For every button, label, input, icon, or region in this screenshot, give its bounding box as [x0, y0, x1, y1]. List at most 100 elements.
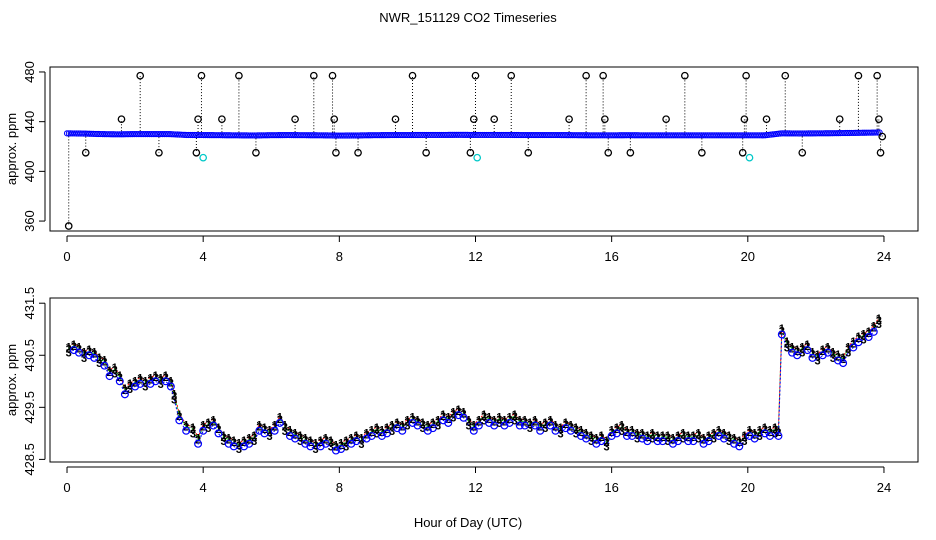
- series-1-marker: 1: [644, 430, 650, 442]
- series-1-marker: 1: [158, 373, 164, 385]
- series-1-marker: 1: [461, 406, 467, 418]
- series-1-marker: 1: [241, 435, 247, 447]
- series-1-marker: 1: [825, 341, 831, 353]
- series-2-marker: 2: [634, 429, 640, 441]
- series-1-marker: 1: [871, 321, 877, 333]
- top-spike-lines: [68, 75, 883, 227]
- top-outlier-markers: [64, 71, 887, 230]
- outlier-point: [466, 148, 475, 157]
- bottom-y-tick-label: 429.5: [22, 391, 37, 424]
- series-3-marker: 3: [649, 434, 655, 446]
- series-2-marker: 2: [66, 344, 72, 356]
- series-1-marker: 1: [266, 425, 272, 437]
- series-3-point: [704, 437, 713, 446]
- series-1-marker: 1: [532, 414, 538, 426]
- series-1-marker: 1: [420, 417, 426, 429]
- series-1-marker: 1: [318, 435, 324, 447]
- series-3-point: [864, 333, 873, 342]
- series-3-point: [869, 327, 878, 336]
- series-1-marker: 1: [830, 347, 836, 359]
- series-1-marker: 1: [491, 414, 497, 426]
- bottom-x-tick-label: 8: [336, 480, 343, 495]
- series-2-marker: 2: [665, 432, 671, 444]
- series-1-marker: 1: [425, 420, 431, 432]
- outlier-point: [740, 115, 749, 124]
- series-3-marker: 3: [190, 428, 196, 440]
- series-3-point: [398, 426, 407, 435]
- series-1-marker: 1: [512, 409, 518, 421]
- series-1-marker: 1: [860, 328, 866, 340]
- series-3-marker: 3: [845, 348, 851, 360]
- series-3-point: [209, 421, 218, 430]
- series-3-point: [275, 418, 284, 427]
- series-1-marker: 1: [835, 349, 841, 361]
- series-1-marker: 1: [815, 349, 821, 361]
- outlier-point: [626, 148, 635, 157]
- outlier-point: [332, 148, 340, 157]
- series-2-marker: 2: [127, 380, 133, 392]
- series-3-point: [793, 351, 802, 360]
- series-1-marker: 1: [142, 375, 148, 387]
- series-3-point: [199, 426, 208, 435]
- bottom-x-axis: 0 4 8 12 16 20 24: [63, 466, 891, 495]
- series-1-marker: 1: [845, 341, 851, 353]
- series-1-marker: 1: [137, 373, 143, 385]
- series-1-marker: 1: [384, 422, 390, 434]
- top-panel: approx. ppm 0 4 8 12 16 20 24 360 400 440 480: [4, 61, 919, 264]
- series-3-marker: 3: [558, 428, 564, 440]
- series-2-marker: 2: [450, 409, 456, 421]
- series-1-marker: 1: [619, 420, 625, 432]
- series-1-marker: 1: [537, 420, 543, 432]
- series-1-marker: 1: [809, 347, 815, 359]
- series-1-marker: 1: [163, 370, 169, 382]
- series-3-marker: 3: [127, 384, 133, 396]
- series-2-marker: 2: [142, 377, 148, 389]
- series-3-point: [546, 421, 555, 430]
- series-1-marker: 1: [680, 427, 686, 439]
- series-2-marker: 2: [845, 344, 851, 356]
- series-1-marker: 1: [496, 412, 502, 424]
- series-1-marker: 1: [415, 414, 421, 426]
- series-1-marker: 1: [675, 430, 681, 442]
- series-2-marker: 2: [190, 424, 196, 436]
- series-1-marker: 1: [593, 433, 599, 445]
- top-y-axis: 360 400 440 480: [22, 61, 46, 232]
- series-3-point: [777, 330, 786, 339]
- series-3-marker: 3: [142, 382, 148, 394]
- series-1-marker: 1: [624, 425, 630, 437]
- series-3-point: [270, 426, 279, 435]
- baseline-point: [874, 129, 881, 136]
- series-3-point: [551, 426, 560, 435]
- series-3-marker: 3: [158, 379, 164, 391]
- series-1-marker: 1: [302, 433, 308, 445]
- series-1-marker: 1: [287, 425, 293, 437]
- outlier-point: [604, 148, 613, 157]
- series-3-point: [849, 343, 858, 352]
- series-2-marker: 2: [481, 411, 487, 423]
- series-2-marker: 2: [649, 429, 655, 441]
- series-3-marker: 3: [236, 444, 242, 456]
- flagged-point: [199, 153, 208, 162]
- series-3-marker: 3: [665, 436, 671, 448]
- series-1-marker: 1: [379, 425, 385, 437]
- series-2-marker: 2: [772, 424, 778, 436]
- series-1-marker: 1: [122, 383, 128, 395]
- top-y-tick-label: 480: [22, 61, 37, 83]
- series-3-point: [612, 429, 621, 438]
- series-3-marker: 3: [266, 431, 272, 443]
- series-1-marker: 1: [168, 375, 174, 387]
- series-1-marker: 1: [552, 420, 558, 432]
- outlier-point: [391, 115, 400, 124]
- outlier-point: [507, 71, 516, 80]
- series-2-marker: 2: [496, 414, 502, 426]
- series-3-point: [505, 418, 514, 427]
- series-1-marker: 1: [307, 435, 313, 447]
- series-1-marker: 1: [789, 341, 795, 353]
- series-3-marker: 3: [496, 418, 502, 430]
- series-3-point: [808, 353, 817, 362]
- series-1-marker: 1: [343, 435, 349, 447]
- series-1-marker: 1: [455, 404, 461, 416]
- series-1-marker: 1: [767, 425, 773, 437]
